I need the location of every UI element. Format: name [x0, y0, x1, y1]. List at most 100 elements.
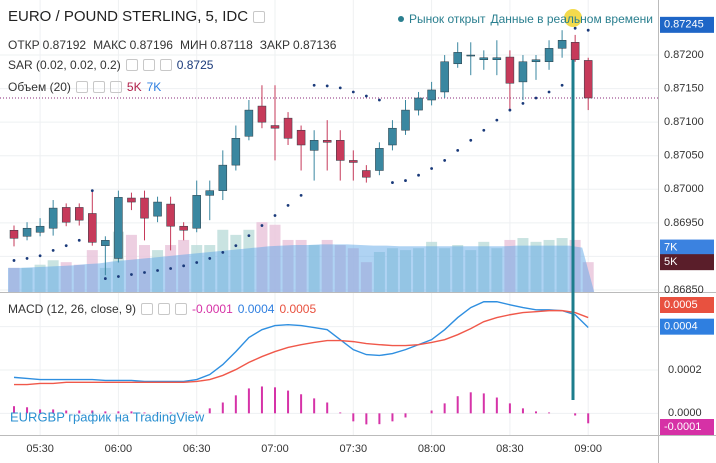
- settings-icon[interactable]: [158, 303, 171, 315]
- sar-dot: [299, 193, 303, 197]
- cursor-highlight: [564, 9, 582, 27]
- candle-body: [427, 89, 436, 101]
- sar-dot: [573, 26, 577, 30]
- histogram-bar: [91, 410, 94, 414]
- sar-dot: [417, 173, 420, 177]
- candle-body: [61, 207, 71, 223]
- histogram-bar: [274, 387, 276, 414]
- sar-dot: [378, 98, 381, 102]
- sar-dot: [260, 224, 264, 227]
- ohlc-value: 0.87192: [42, 38, 87, 52]
- eye-icon[interactable]: [141, 303, 154, 315]
- settings-icon[interactable]: [142, 59, 155, 71]
- sar-dot: [351, 90, 355, 94]
- histogram-bar: [208, 408, 211, 414]
- ohlc-label: ОТКР: [8, 38, 40, 52]
- sar-dot: [325, 84, 329, 88]
- axis-badge-label: 0.0005: [664, 299, 698, 311]
- candle-body: [388, 127, 397, 146]
- sar-dot: [495, 118, 499, 122]
- sar-dot: [117, 275, 120, 278]
- sar-dot: [51, 248, 55, 252]
- candle-body: [244, 109, 254, 137]
- histogram-bar: [495, 397, 498, 414]
- histogram-bar: [143, 412, 146, 414]
- candle-body: [362, 170, 371, 178]
- sar-dot: [534, 96, 538, 100]
- axis-badge-label: 0.87245: [664, 19, 704, 31]
- histogram-bar: [391, 413, 394, 422]
- histogram-bar: [430, 410, 433, 414]
- histogram-bar: [169, 412, 172, 414]
- status-text: Данные в реальном времени: [490, 12, 654, 26]
- candle-body: [127, 197, 136, 203]
- sar-dot: [143, 271, 146, 274]
- sar-dot: [195, 261, 199, 264]
- sar-dot: [404, 179, 407, 182]
- histogram-bar: [300, 394, 303, 414]
- x-tick-label: 05:30: [26, 443, 54, 455]
- y-tick-label: 0.86950: [664, 217, 704, 229]
- candle-body: [440, 61, 449, 93]
- sar-dot: [456, 148, 460, 152]
- x-tick-label: 08:00: [418, 443, 446, 455]
- histogram-bar: [469, 392, 472, 414]
- sar-dot: [25, 257, 29, 260]
- sar-dot: [364, 94, 368, 98]
- candle-body: [322, 140, 332, 143]
- histogram-bar: [339, 412, 342, 414]
- sar-dot: [586, 28, 590, 32]
- eye-icon[interactable]: [75, 81, 88, 93]
- candle-body: [479, 57, 489, 60]
- axis-badge-label: -0.0001: [664, 421, 701, 433]
- sar-title: SAR (0.02, 0.02, 0.2): [8, 58, 121, 72]
- histogram-bar: [521, 408, 524, 414]
- sar-dot: [182, 264, 186, 268]
- sar-dot: [130, 273, 133, 276]
- axis-badge: [660, 16, 714, 33]
- sar-dot: [482, 128, 486, 132]
- candle-body: [270, 125, 280, 129]
- macd-line: [14, 309, 589, 386]
- close-icon[interactable]: [175, 303, 188, 315]
- histogram-bar: [13, 406, 15, 414]
- candle-body: [88, 213, 97, 243]
- title-row: EURO / POUND STERLING, 5, IDC: [8, 8, 266, 25]
- ohlc-legend: ОТКР 0.87192 МАКС 0.87196 МИН 0.87118 ЗАКР 0.87…: [8, 38, 338, 52]
- status-row: Рынок открыт Данные в реальном времени: [398, 12, 653, 26]
- macd-title: MACD (12, 26, close, 9): [8, 302, 137, 316]
- sar-dot: [234, 244, 238, 248]
- histogram-bar: [234, 395, 237, 414]
- sar-dot: [90, 189, 94, 193]
- x-tick-label: 06:00: [105, 443, 133, 455]
- x-tick-label: 06:30: [183, 443, 211, 455]
- candle-body: [35, 225, 45, 233]
- sar-dot: [221, 250, 225, 254]
- histogram-bar: [195, 411, 198, 414]
- chart-title: EURO / POUND STERLING, 5, IDC: [8, 8, 249, 25]
- sar-value: 0.8725: [176, 58, 214, 72]
- histogram-bar: [443, 403, 446, 414]
- histogram-bar: [404, 413, 407, 418]
- histogram-bar: [326, 402, 329, 414]
- candle-body: [101, 240, 110, 246]
- histogram-bar: [508, 403, 511, 414]
- axis-badge-label: 7K: [664, 241, 678, 253]
- sar-dot: [38, 254, 42, 258]
- close-icon[interactable]: [109, 81, 122, 93]
- settings-icon[interactable]: [253, 10, 266, 23]
- histogram-bar: [52, 409, 55, 414]
- settings-icon[interactable]: [92, 81, 105, 93]
- axis-badge-label: 5K: [664, 256, 678, 268]
- y-tick-label: 0.0000: [668, 407, 702, 419]
- candle-body: [192, 195, 201, 229]
- x-tick-label: 07:00: [261, 443, 289, 455]
- watermark: EURGBP график на TradingView: [10, 409, 205, 424]
- eye-icon[interactable]: [125, 59, 138, 71]
- axis-labels: 05:30 06:00 06:30 07:00 07:30 08:00 08:30 09:00…: [26, 16, 714, 455]
- histogram-bar: [287, 390, 290, 414]
- close-icon[interactable]: [159, 59, 172, 71]
- sar-dot: [560, 83, 564, 87]
- sar-dot: [156, 269, 159, 272]
